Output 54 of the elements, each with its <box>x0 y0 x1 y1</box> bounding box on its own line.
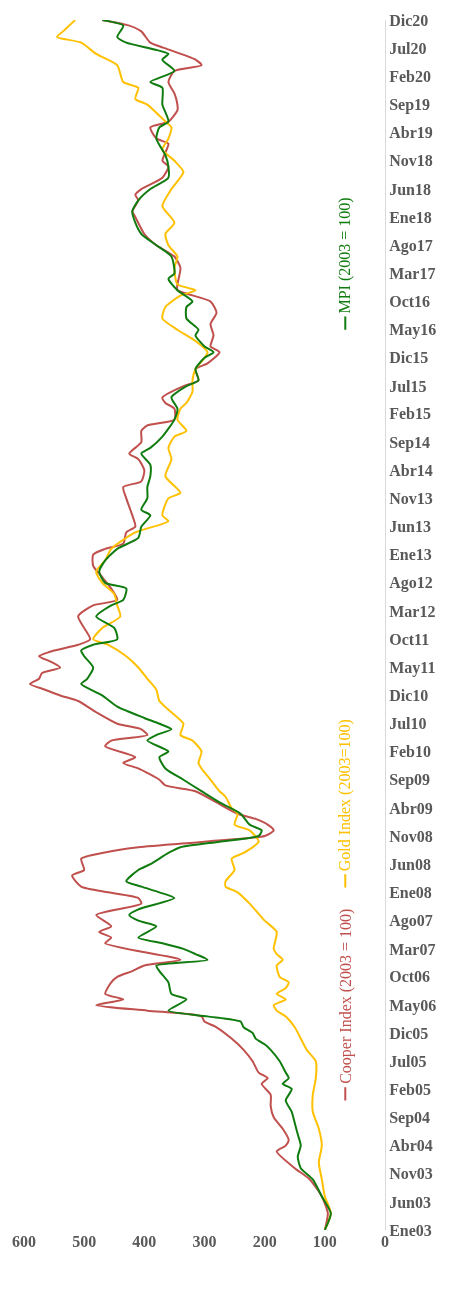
x-tick-label: 200 <box>252 1233 277 1250</box>
y-tick-label: Sep14 <box>389 433 431 452</box>
y-tick-label: Jun08 <box>389 855 431 873</box>
y-tick-label: May06 <box>389 996 437 1015</box>
y-tick-label: Abr14 <box>389 462 433 480</box>
y-tick-label: Dic10 <box>389 687 429 705</box>
y-tick-label: Jul10 <box>389 715 427 733</box>
y-tick-label: Abr09 <box>389 799 433 817</box>
y-tick-label: Abr04 <box>389 1137 433 1155</box>
y-tick-label: Nov03 <box>389 1165 433 1183</box>
y-tick-label: Oct16 <box>389 293 431 311</box>
y-tick-label: May16 <box>389 321 437 340</box>
y-tick-label: Mar12 <box>389 602 436 620</box>
y-tick-label: Jul15 <box>389 377 427 395</box>
text: Cooper Index (2003 = 100) <box>336 908 355 1084</box>
y-tick-label: Ene08 <box>389 883 432 901</box>
y-tick-label: Ene13 <box>389 546 432 564</box>
y-tick-label: Sep04 <box>389 1108 431 1127</box>
x-tick-label: 400 <box>132 1233 157 1250</box>
y-tick-label: Feb20 <box>389 67 431 85</box>
y-tick-label: Ago07 <box>389 912 433 931</box>
text: Gold Index (2003=100) <box>336 719 355 872</box>
y-tick-label: Sep09 <box>389 771 431 790</box>
y-tick-label: May11 <box>389 659 436 678</box>
y-tick-label: Mar17 <box>389 265 436 283</box>
y-tick-label: Ene03 <box>389 1221 432 1239</box>
y-tick-label: Ago17 <box>389 236 433 255</box>
y-tick-label: Nov18 <box>389 152 433 170</box>
x-tick-label: 600 <box>12 1233 36 1250</box>
y-tick-label: Nov08 <box>389 827 433 845</box>
x-tick-label: 300 <box>192 1233 217 1250</box>
y-tick-label: Oct11 <box>389 630 430 648</box>
y-tick-label: Ago12 <box>389 574 433 593</box>
y-tick-label: Ene18 <box>389 208 432 226</box>
y-tick-label: Oct06 <box>389 968 431 986</box>
y-tick-label: Feb10 <box>389 743 431 761</box>
y-tick-label: Jun13 <box>389 518 431 536</box>
y-tick-label: Nov13 <box>389 489 433 507</box>
y-tick-label: Dic05 <box>389 1024 429 1042</box>
text: MPI (2003 = 100) <box>336 197 355 314</box>
x-tick-label: 0 <box>381 1233 389 1250</box>
x-tick-label: 100 <box>312 1233 337 1250</box>
y-tick-label: Jun03 <box>389 1193 431 1211</box>
x-tick-label: 500 <box>72 1233 97 1250</box>
y-tick-label: Sep19 <box>389 96 431 115</box>
y-tick-label: Abr19 <box>389 124 433 142</box>
y-tick-label: Dic15 <box>389 349 429 367</box>
y-tick-label: Mar07 <box>389 940 436 958</box>
y-tick-label: Jul05 <box>389 1052 427 1070</box>
y-tick-label: Jun18 <box>389 180 431 198</box>
y-tick-label: Dic20 <box>389 11 429 29</box>
y-tick-label: Feb15 <box>389 405 431 423</box>
y-tick-label: Feb05 <box>389 1080 431 1098</box>
y-tick-label: Jul20 <box>389 39 427 57</box>
